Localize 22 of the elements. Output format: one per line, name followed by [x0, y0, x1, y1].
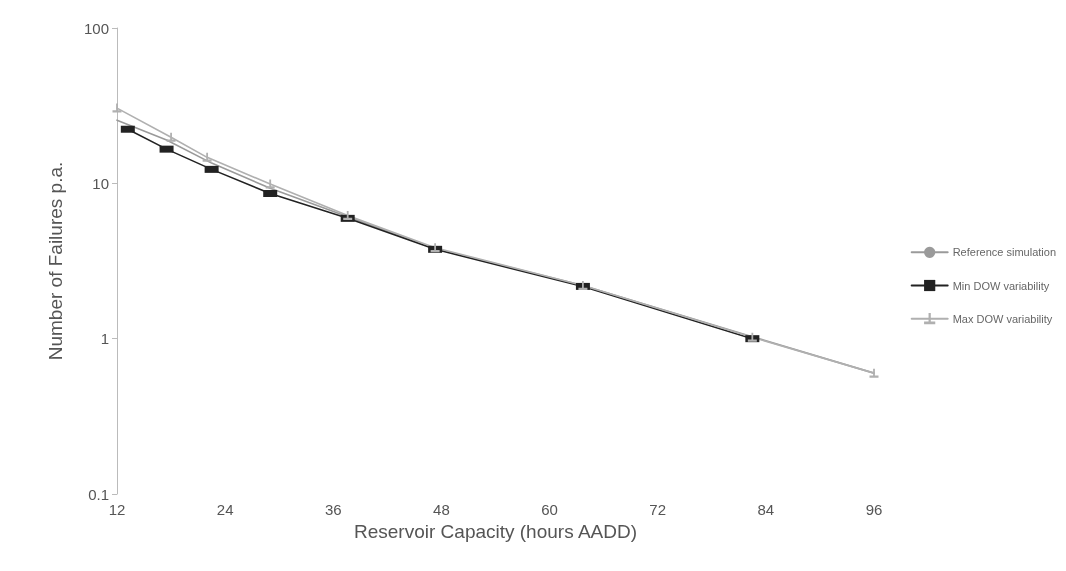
- legend-label: Max DOW variability: [952, 312, 1053, 325]
- x-axis-title: Reservoir Capacity (hours AADD): [354, 520, 637, 542]
- point: [166, 132, 176, 142]
- x-tick-label: 60: [541, 501, 558, 518]
- x-tick-label: 24: [216, 501, 234, 518]
- point: [265, 179, 275, 189]
- y-tick-label: 0.1: [88, 485, 109, 503]
- x-tick-label: 12: [108, 501, 126, 518]
- y-axis-title: Number of Failures p.a.: [45, 161, 66, 361]
- point: [202, 152, 212, 162]
- y-tick-label: 1: [100, 330, 109, 348]
- point: [112, 103, 122, 113]
- x-tick-label: 36: [324, 501, 342, 518]
- x-tick-label: 48: [433, 501, 450, 518]
- legend-label: Min DOW variability: [952, 279, 1050, 292]
- y-tick-label: 100: [83, 19, 109, 37]
- x-tick-label: 72: [649, 501, 667, 518]
- x-tick-label: 96: [865, 501, 883, 518]
- point: [869, 368, 879, 378]
- legend-label: Reference simulation: [952, 246, 1057, 259]
- x-tick-label: 84: [757, 501, 775, 518]
- y-tick-label: 10: [92, 174, 109, 192]
